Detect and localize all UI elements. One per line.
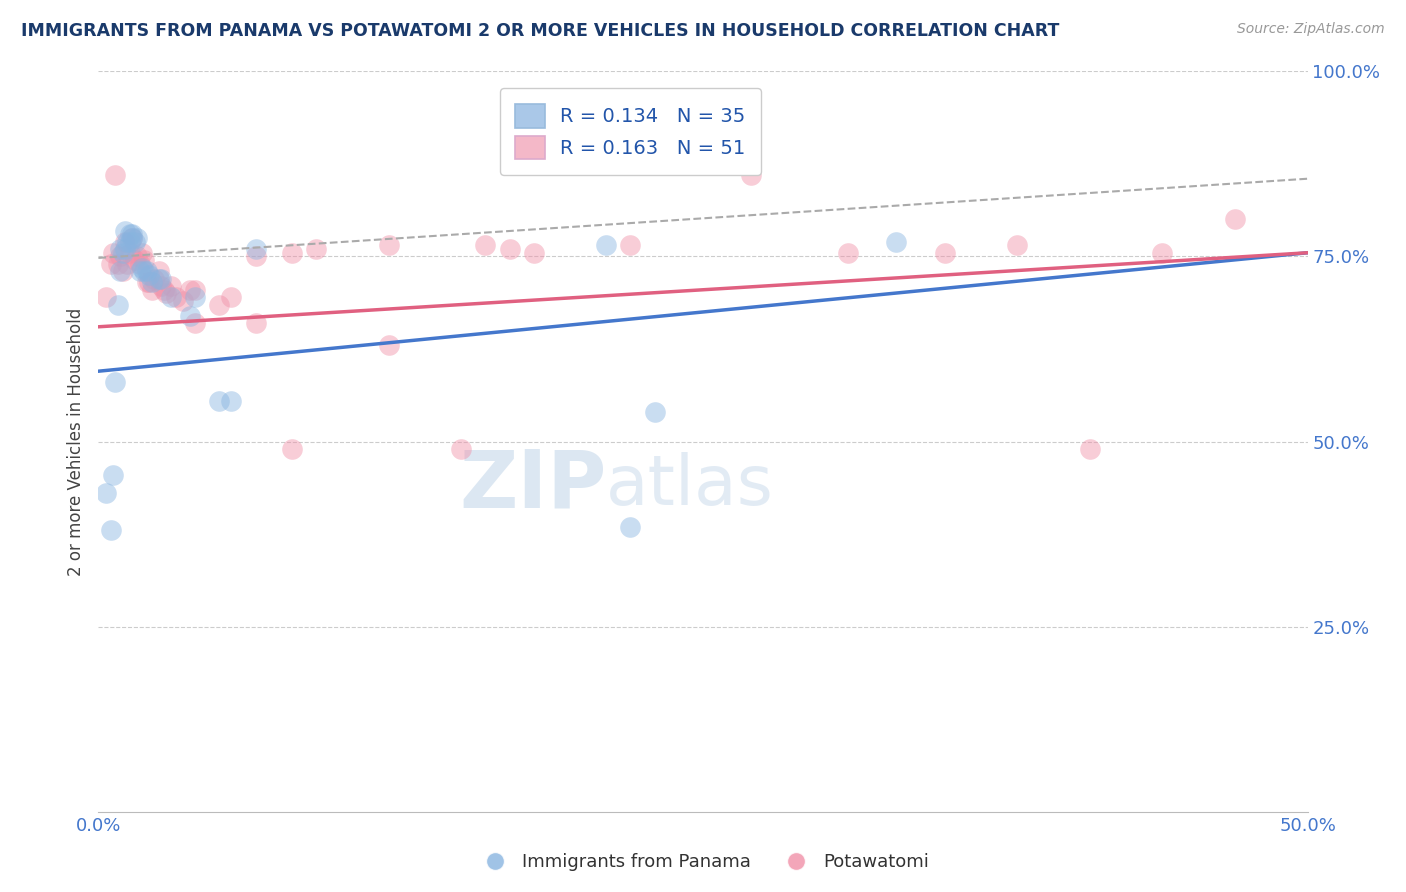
Point bbox=[127, 231, 149, 245]
Point bbox=[184, 316, 207, 330]
Point bbox=[131, 260, 153, 275]
Point bbox=[179, 283, 201, 297]
Point bbox=[281, 245, 304, 260]
Point bbox=[155, 286, 177, 301]
Point bbox=[104, 376, 127, 390]
Point bbox=[94, 486, 117, 500]
Point bbox=[100, 257, 122, 271]
Point bbox=[498, 242, 520, 256]
Point bbox=[245, 316, 267, 330]
Point bbox=[837, 245, 859, 260]
Point bbox=[118, 245, 141, 260]
Point bbox=[114, 235, 136, 249]
Point bbox=[740, 168, 762, 182]
Point bbox=[245, 250, 267, 264]
Point bbox=[1152, 245, 1174, 260]
Point bbox=[107, 257, 129, 271]
Point bbox=[148, 264, 170, 278]
Point bbox=[886, 235, 908, 249]
Point bbox=[152, 283, 174, 297]
Point bbox=[160, 279, 183, 293]
Point bbox=[117, 235, 139, 249]
Point bbox=[150, 279, 173, 293]
Point bbox=[138, 268, 160, 282]
Point bbox=[121, 227, 143, 242]
Point bbox=[305, 242, 328, 256]
Point bbox=[108, 242, 131, 256]
Point bbox=[172, 293, 194, 308]
Point bbox=[134, 264, 156, 278]
Point bbox=[1078, 442, 1101, 456]
Point bbox=[245, 242, 267, 256]
Point bbox=[179, 309, 201, 323]
Point bbox=[934, 245, 956, 260]
Point bbox=[208, 393, 231, 408]
Text: Source: ZipAtlas.com: Source: ZipAtlas.com bbox=[1237, 22, 1385, 37]
Point bbox=[107, 297, 129, 311]
Point bbox=[1007, 238, 1029, 252]
Point bbox=[121, 231, 143, 245]
Point bbox=[595, 238, 617, 252]
Legend: Immigrants from Panama, Potawatomi: Immigrants from Panama, Potawatomi bbox=[470, 847, 936, 879]
Point bbox=[117, 257, 139, 271]
Point bbox=[221, 393, 243, 408]
Point bbox=[165, 290, 187, 304]
Point bbox=[619, 238, 641, 252]
Point bbox=[118, 235, 141, 249]
Point bbox=[135, 276, 157, 290]
Point bbox=[124, 253, 146, 268]
Text: ZIP: ZIP bbox=[458, 447, 606, 525]
Text: atlas: atlas bbox=[606, 452, 775, 519]
Point bbox=[101, 245, 124, 260]
Point bbox=[131, 245, 153, 260]
Point bbox=[127, 250, 149, 264]
Point bbox=[141, 276, 163, 290]
Text: IMMIGRANTS FROM PANAMA VS POTAWATOMI 2 OR MORE VEHICLES IN HOUSEHOLD CORRELATION: IMMIGRANTS FROM PANAMA VS POTAWATOMI 2 O… bbox=[21, 22, 1060, 40]
Point bbox=[644, 405, 666, 419]
Point bbox=[94, 290, 117, 304]
Legend: R = 0.134   N = 35, R = 0.163   N = 51: R = 0.134 N = 35, R = 0.163 N = 51 bbox=[501, 88, 761, 175]
Point bbox=[134, 253, 156, 268]
Point bbox=[150, 271, 173, 285]
Point bbox=[111, 264, 134, 278]
Point bbox=[184, 283, 207, 297]
Point bbox=[377, 238, 399, 252]
Point bbox=[135, 264, 157, 278]
Point bbox=[114, 223, 136, 237]
Point bbox=[114, 242, 136, 256]
Point bbox=[128, 257, 150, 271]
Point bbox=[124, 235, 146, 249]
Point bbox=[1223, 212, 1246, 227]
Y-axis label: 2 or more Vehicles in Household: 2 or more Vehicles in Household bbox=[66, 308, 84, 575]
Point bbox=[474, 238, 496, 252]
Point bbox=[101, 467, 124, 482]
Point bbox=[208, 297, 231, 311]
Point bbox=[118, 227, 141, 242]
Point bbox=[108, 250, 131, 264]
Point bbox=[619, 519, 641, 533]
Point bbox=[450, 442, 472, 456]
Point bbox=[221, 290, 243, 304]
Point bbox=[128, 264, 150, 278]
Point bbox=[108, 264, 131, 278]
Point bbox=[138, 276, 160, 290]
Point bbox=[523, 245, 546, 260]
Point bbox=[141, 283, 163, 297]
Point bbox=[121, 231, 143, 245]
Point bbox=[377, 338, 399, 352]
Point bbox=[281, 442, 304, 456]
Point bbox=[148, 271, 170, 285]
Point bbox=[100, 524, 122, 538]
Point bbox=[160, 290, 183, 304]
Point bbox=[143, 271, 166, 285]
Point bbox=[104, 168, 127, 182]
Point bbox=[184, 290, 207, 304]
Point bbox=[111, 245, 134, 260]
